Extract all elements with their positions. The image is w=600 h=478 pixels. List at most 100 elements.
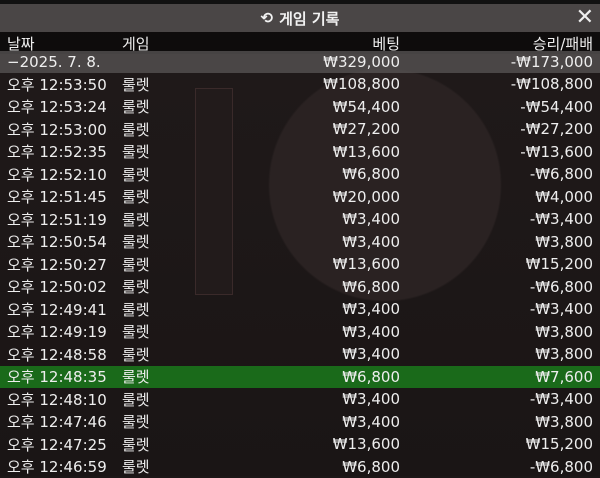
row-time: 오후 12:49:19 xyxy=(7,323,107,341)
row-bet: ₩3,400 xyxy=(342,210,400,228)
row-bet: ₩20,000 xyxy=(332,187,400,206)
row-game: 룰렛 xyxy=(122,300,150,319)
row-time: 오후 12:53:00 xyxy=(7,120,107,139)
row-result: -₩3,400 xyxy=(529,210,593,228)
row-bet: ₩13,600 xyxy=(332,435,400,453)
row-time: 오후 12:48:35 xyxy=(7,368,107,386)
row-game: 룰렛 xyxy=(122,413,150,431)
row-bet: ₩27,200 xyxy=(332,120,400,138)
row-time: 오후 12:52:35 xyxy=(7,143,107,161)
column-date: 날짜 xyxy=(7,34,35,53)
row-game: 룰렛 xyxy=(122,210,150,229)
row-time: 오후 12:53:24 xyxy=(7,98,107,116)
row-result: -₩54,400 xyxy=(520,97,593,116)
table-row[interactable]: 오후 12:48:10 룰렛 ₩3,400 -₩3,400 xyxy=(0,388,600,410)
row-game: 룰렛 xyxy=(122,458,150,476)
group-date: −2025. 7. 8. xyxy=(7,53,101,71)
table-row[interactable]: 오후 12:53:24 룰렛 ₩54,400 -₩54,400 xyxy=(0,96,600,118)
row-time: 오후 12:51:19 xyxy=(7,210,107,229)
table-row[interactable]: 오후 12:47:46 룰렛 ₩3,400 ₩3,800 xyxy=(0,411,600,433)
row-result: -₩27,200 xyxy=(520,120,593,138)
row-time: 오후 12:53:50 xyxy=(7,75,107,94)
table-row[interactable]: 오후 12:50:02 룰렛 ₩6,800 -₩6,800 xyxy=(0,276,600,298)
row-game: 룰렛 xyxy=(122,390,150,409)
column-result: 승리/패배 xyxy=(532,34,593,53)
row-game: 룰렛 xyxy=(122,120,150,139)
row-time: 오후 12:47:25 xyxy=(7,435,107,454)
table-row[interactable]: 오후 12:52:35 룰렛 ₩13,600 -₩13,600 xyxy=(0,141,600,163)
table-row[interactable]: 오후 12:51:45 룰렛 ₩20,000 ₩4,000 xyxy=(0,186,600,208)
row-result: -₩13,600 xyxy=(520,142,593,161)
row-bet: ₩6,800 xyxy=(342,277,400,296)
table-row[interactable]: 오후 12:49:41 룰렛 ₩3,400 -₩3,400 xyxy=(0,298,600,320)
table-header: 날짜 게임 베팅 승리/패배 xyxy=(0,32,600,54)
row-result: ₩3,800 xyxy=(535,322,593,341)
row-result: -₩3,400 xyxy=(529,300,593,318)
row-time: 오후 12:46:59 xyxy=(7,458,107,476)
row-bet: ₩3,400 xyxy=(342,232,400,251)
row-bet: ₩3,400 xyxy=(342,322,400,341)
row-result: ₩3,800 xyxy=(535,232,593,251)
date-group-row[interactable]: −2025. 7. 8. ₩329,000 -₩173,000 xyxy=(0,51,600,73)
row-bet: ₩3,400 xyxy=(342,412,400,431)
row-bet: ₩3,400 xyxy=(342,300,400,318)
table-row[interactable]: 오후 12:50:27 룰렛 ₩13,600 ₩15,200 xyxy=(0,253,600,275)
row-result: ₩7,600 xyxy=(535,367,593,386)
row-time: 오후 12:50:02 xyxy=(7,278,107,296)
table-row[interactable]: 오후 12:50:54 룰렛 ₩3,400 ₩3,800 xyxy=(0,231,600,253)
row-bet: ₩13,600 xyxy=(332,142,400,161)
row-time: 오후 12:50:27 xyxy=(7,255,107,274)
close-icon[interactable]: ✕ xyxy=(575,5,594,30)
row-game: 룰렛 xyxy=(122,323,150,341)
row-time: 오후 12:48:10 xyxy=(7,390,107,409)
row-result: ₩3,800 xyxy=(535,345,593,363)
total-bet: ₩329,000 xyxy=(323,53,400,71)
row-game: 룰렛 xyxy=(122,75,150,94)
table-row[interactable]: 오후 12:49:19 룰렛 ₩3,400 ₩3,800 xyxy=(0,321,600,343)
row-result: -₩6,800 xyxy=(529,277,593,296)
row-result: -₩6,800 xyxy=(529,165,593,183)
row-time: 오후 12:49:41 xyxy=(7,300,107,319)
row-result: ₩15,200 xyxy=(525,435,593,453)
row-game: 룰렛 xyxy=(122,143,150,161)
page-title: 게임 기록 xyxy=(279,9,340,28)
row-bet: ₩6,800 xyxy=(342,165,400,183)
row-game: 룰렛 xyxy=(122,435,150,454)
row-bet: ₩3,400 xyxy=(342,390,400,408)
row-time: 오후 12:52:10 xyxy=(7,165,107,184)
row-bet: ₩54,400 xyxy=(332,97,400,116)
row-bet: ₩13,600 xyxy=(332,255,400,273)
row-time: 오후 12:48:58 xyxy=(7,345,107,364)
column-game: 게임 xyxy=(122,34,150,53)
row-time: 오후 12:50:54 xyxy=(7,233,107,251)
table-row[interactable]: 오후 12:48:58 룰렛 ₩3,400 ₩3,800 xyxy=(0,343,600,365)
row-result: -₩6,800 xyxy=(529,457,593,476)
row-game: 룰렛 xyxy=(122,345,150,364)
table-row[interactable]: 오후 12:48:35 룰렛 ₩6,800 ₩7,600 xyxy=(0,365,600,388)
table-row[interactable]: 오후 12:53:50 룰렛 ₩108,800 -₩108,800 xyxy=(0,73,600,95)
table-row[interactable]: 오후 12:52:10 룰렛 ₩6,800 -₩6,800 xyxy=(0,163,600,185)
row-game: 룰렛 xyxy=(122,255,150,274)
row-game: 룰렛 xyxy=(122,278,150,296)
row-result: -₩3,400 xyxy=(529,390,593,408)
hot-numbers-panel xyxy=(195,88,233,295)
table-row[interactable]: 오후 12:47:25 룰렛 ₩13,600 ₩15,200 xyxy=(0,433,600,455)
row-game: 룰렛 xyxy=(122,98,150,116)
total-result: -₩173,000 xyxy=(510,53,593,71)
top-strip xyxy=(0,0,600,4)
row-result: ₩4,000 xyxy=(535,187,593,206)
table-row[interactable]: 오후 12:53:00 룰렛 ₩27,200 -₩27,200 xyxy=(0,118,600,140)
row-game: 룰렛 xyxy=(122,368,150,386)
row-game: 룰렛 xyxy=(122,165,150,184)
row-result: ₩15,200 xyxy=(525,255,593,273)
table-row[interactable]: 오후 12:46:59 룰렛 ₩6,800 -₩6,800 xyxy=(0,456,600,478)
table-row[interactable]: 오후 12:51:19 룰렛 ₩3,400 -₩3,400 xyxy=(0,208,600,230)
row-game: 룰렛 xyxy=(122,188,150,206)
row-bet: ₩108,800 xyxy=(323,75,400,93)
row-bet: ₩3,400 xyxy=(342,345,400,363)
row-time: 오후 12:51:45 xyxy=(7,188,107,206)
title-bar: ⟲ 게임 기록 ✕ xyxy=(0,4,600,32)
row-game: 룰렛 xyxy=(122,233,150,251)
row-bet: ₩6,800 xyxy=(342,457,400,476)
